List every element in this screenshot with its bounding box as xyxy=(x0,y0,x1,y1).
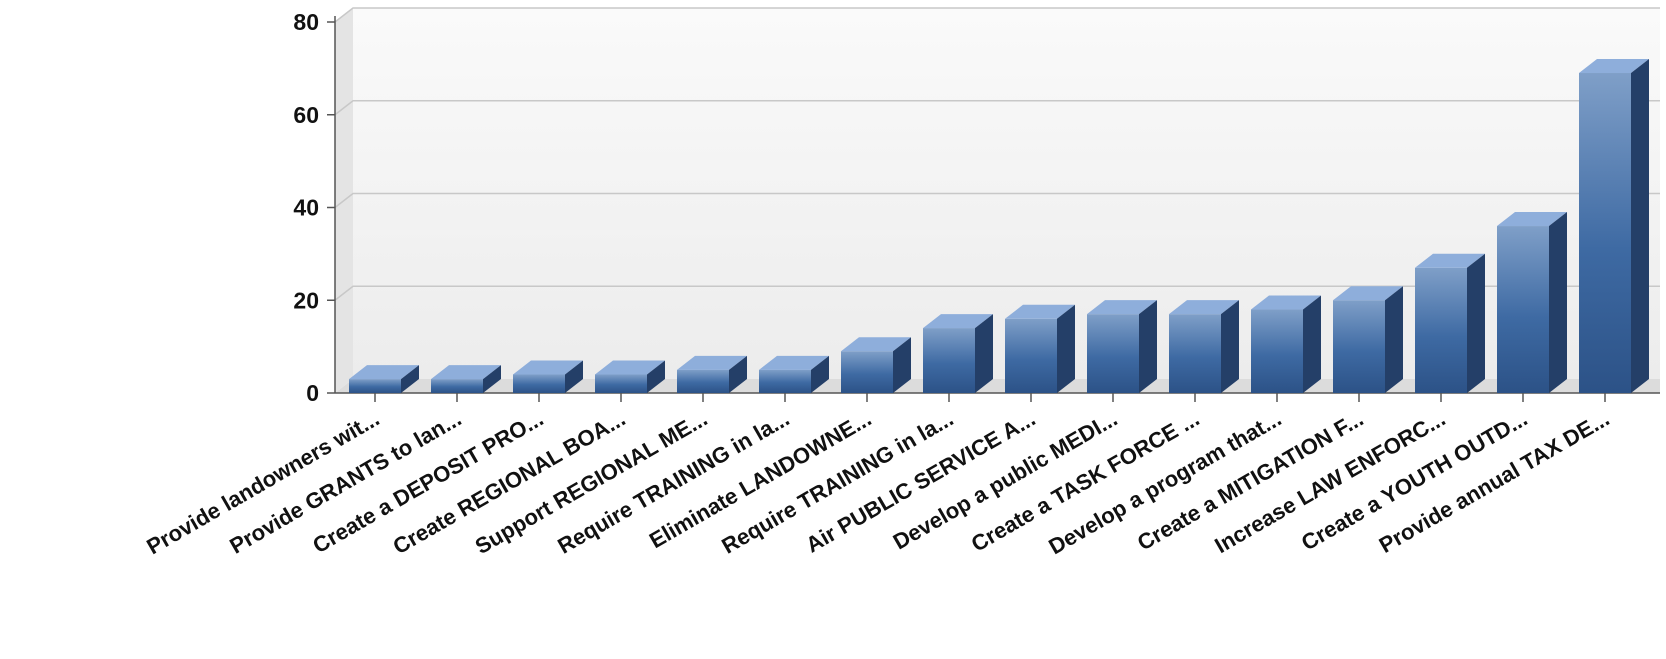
bar xyxy=(923,314,993,393)
bar-front xyxy=(923,328,975,393)
bar-side xyxy=(1467,253,1485,393)
gridline xyxy=(334,192,1660,209)
bar-top xyxy=(1005,304,1075,319)
bar-front xyxy=(349,379,401,393)
bar xyxy=(431,365,501,393)
x-tick-labels: Provide landowners wit...Provide GRANTS … xyxy=(142,406,1613,560)
y-tick-label: 40 xyxy=(293,195,319,221)
bar xyxy=(1333,286,1403,393)
bar xyxy=(1251,295,1321,393)
bar-front xyxy=(759,369,811,393)
bar-front xyxy=(677,369,729,393)
bar-side xyxy=(647,360,665,393)
bar-side xyxy=(729,355,747,393)
bar-side xyxy=(1221,300,1239,393)
bar xyxy=(349,365,419,393)
bar-top xyxy=(1169,300,1239,315)
bar-top xyxy=(1087,300,1157,315)
bar-front xyxy=(513,374,565,393)
bar-side xyxy=(811,355,829,393)
bar-side xyxy=(1549,212,1567,393)
bar-side xyxy=(483,365,501,393)
bar xyxy=(1579,59,1649,393)
bar-top xyxy=(1415,253,1485,268)
bar-side xyxy=(1631,59,1649,393)
bar-top xyxy=(1251,295,1321,310)
bar-top xyxy=(349,365,419,380)
bar-front xyxy=(1497,226,1549,393)
bar xyxy=(1415,253,1485,393)
bar-front xyxy=(1333,300,1385,393)
bar-front xyxy=(595,374,647,393)
bar-top xyxy=(595,360,665,375)
bar xyxy=(759,355,829,393)
bar xyxy=(1169,300,1239,393)
bar-front xyxy=(1251,309,1303,393)
bar-top xyxy=(1497,212,1567,227)
bar xyxy=(1497,212,1567,393)
bar xyxy=(595,360,665,393)
bar-top xyxy=(923,314,993,329)
bar xyxy=(841,337,911,393)
bar-side xyxy=(401,365,419,393)
gridlines xyxy=(334,7,1660,301)
bar-side xyxy=(1139,300,1157,393)
bar-side xyxy=(1057,304,1075,393)
bar-side xyxy=(1303,295,1321,393)
y-tick-label: 20 xyxy=(293,287,319,313)
y-tick-label: 80 xyxy=(293,9,319,35)
bar-top xyxy=(677,355,747,370)
bar xyxy=(1005,304,1075,393)
bar-front xyxy=(1579,73,1631,393)
y-tick-labels: 0 20 40 60 80 xyxy=(293,9,319,406)
bar-front xyxy=(1087,314,1139,393)
bar xyxy=(1087,300,1157,393)
bar-front xyxy=(1005,318,1057,393)
bar-top xyxy=(431,365,501,380)
bar-side xyxy=(1385,286,1403,393)
bar-top xyxy=(513,360,583,375)
gridline xyxy=(334,7,1660,23)
bar-front xyxy=(1169,314,1221,393)
bar-side xyxy=(975,314,993,393)
bar-front xyxy=(1415,267,1467,393)
bar-side xyxy=(565,360,583,393)
bar-top xyxy=(1333,286,1403,301)
gridline xyxy=(334,100,1660,116)
y-tick-label: 60 xyxy=(293,102,319,128)
bar-top xyxy=(841,337,911,352)
y-tick-label: 0 xyxy=(306,380,319,406)
bar-side xyxy=(893,337,911,393)
bar-front xyxy=(431,379,483,393)
gridline xyxy=(334,285,1660,301)
bar-front xyxy=(841,351,893,393)
bar xyxy=(513,360,583,393)
bars xyxy=(349,59,1649,393)
plot-floor xyxy=(335,379,1660,393)
bar-top xyxy=(759,355,829,370)
bar-top xyxy=(1579,59,1649,74)
bar xyxy=(677,355,747,393)
